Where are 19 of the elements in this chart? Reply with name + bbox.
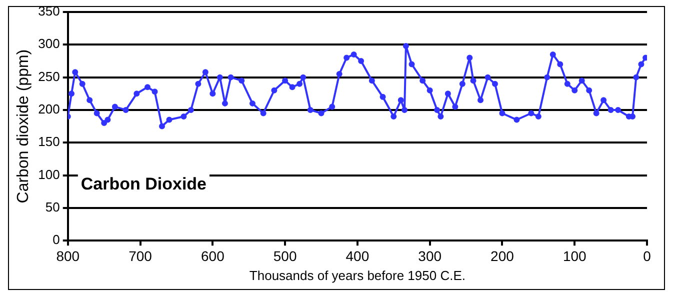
y-tick-label: 0 — [52, 232, 60, 248]
y-tick-label: 250 — [38, 68, 60, 84]
y-tick-label: 150 — [38, 134, 60, 150]
x-tick-label: 500 — [273, 248, 297, 264]
y-axis-title: Carbon dioxide (ppm) — [15, 49, 32, 204]
x-tick-label: 100 — [562, 248, 587, 264]
x-tick-label: 0 — [643, 248, 652, 264]
x-axis-title: Thousands of years before 1950 C.E. — [249, 268, 466, 283]
x-tick-label: 700 — [128, 248, 152, 264]
y-tick-label: 200 — [38, 102, 60, 117]
x-tick-label: 400 — [346, 248, 370, 264]
y-tick-label: 50 — [45, 200, 60, 215]
x-tick-label: 200 — [490, 248, 514, 264]
x-tick-label: 600 — [200, 248, 225, 264]
y-tick-label: 300 — [38, 36, 60, 52]
annotation: Carbon Dioxide — [80, 174, 207, 194]
x-tick-label: 300 — [418, 248, 442, 264]
y-tick-label: 100 — [38, 166, 60, 182]
x-tick-label: 800 — [56, 248, 80, 264]
